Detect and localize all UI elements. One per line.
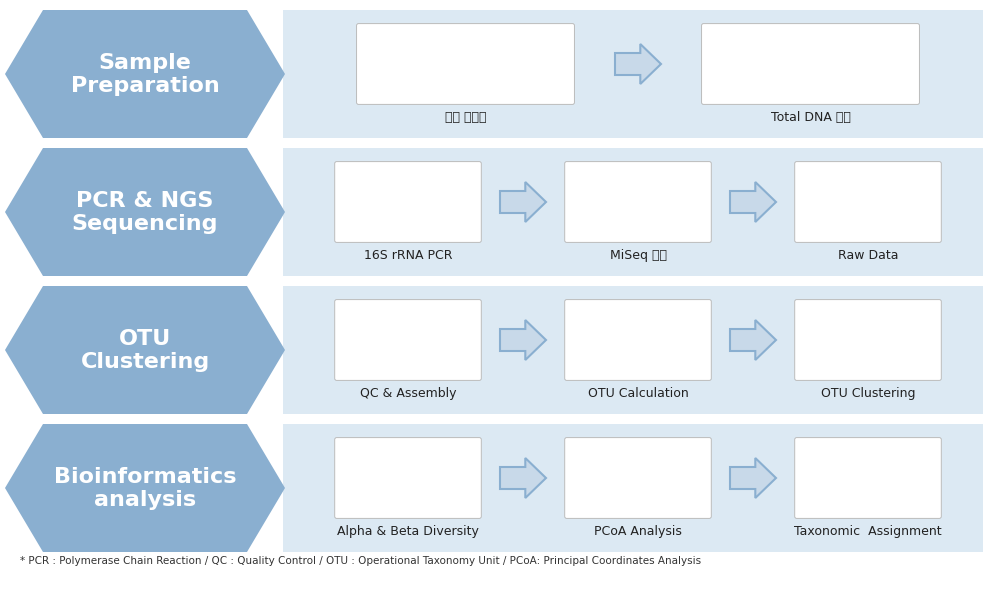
FancyBboxPatch shape [565, 299, 711, 381]
Text: PCR & NGS: PCR & NGS [76, 191, 213, 211]
Polygon shape [5, 148, 285, 276]
Text: Sequencing: Sequencing [72, 214, 218, 234]
Text: QC & Assembly: QC & Assembly [360, 387, 456, 400]
Polygon shape [730, 320, 776, 360]
FancyBboxPatch shape [794, 162, 942, 243]
FancyBboxPatch shape [565, 437, 711, 518]
Text: Bioinformatics: Bioinformatics [53, 467, 236, 487]
Text: analysis: analysis [94, 490, 196, 510]
Polygon shape [500, 182, 546, 222]
FancyBboxPatch shape [283, 148, 983, 276]
FancyBboxPatch shape [357, 24, 574, 105]
Text: OTU: OTU [119, 329, 171, 349]
FancyBboxPatch shape [794, 299, 942, 381]
Text: OTU Clustering: OTU Clustering [821, 387, 915, 400]
Text: Taxonomic  Assignment: Taxonomic Assignment [794, 525, 942, 538]
Text: Sample: Sample [99, 53, 192, 73]
Polygon shape [5, 10, 285, 138]
Text: PCoA Analysis: PCoA Analysis [594, 525, 682, 538]
Polygon shape [500, 320, 546, 360]
Polygon shape [730, 182, 776, 222]
Text: Raw Data: Raw Data [838, 249, 898, 262]
FancyBboxPatch shape [283, 424, 983, 552]
FancyBboxPatch shape [565, 162, 711, 243]
Text: OTU Calculation: OTU Calculation [588, 387, 689, 400]
Text: Preparation: Preparation [70, 76, 219, 96]
Text: MiSeq 분석: MiSeq 분석 [610, 249, 667, 262]
FancyBboxPatch shape [283, 10, 983, 138]
Polygon shape [615, 44, 661, 84]
FancyBboxPatch shape [701, 24, 920, 105]
Text: Alpha & Beta Diversity: Alpha & Beta Diversity [337, 525, 479, 538]
Text: * PCR : Polymerase Chain Reaction / QC : Quality Control / OTU : Operational Tax: * PCR : Polymerase Chain Reaction / QC :… [20, 556, 701, 566]
Text: Clustering: Clustering [80, 352, 209, 372]
FancyBboxPatch shape [794, 437, 942, 518]
FancyBboxPatch shape [335, 162, 481, 243]
Polygon shape [730, 458, 776, 498]
Polygon shape [500, 458, 546, 498]
Polygon shape [5, 424, 285, 552]
FancyBboxPatch shape [283, 286, 983, 414]
Text: 16S rRNA PCR: 16S rRNA PCR [364, 249, 453, 262]
Text: Total DNA 추출: Total DNA 추출 [771, 111, 851, 124]
Polygon shape [5, 286, 285, 414]
FancyBboxPatch shape [335, 437, 481, 518]
FancyBboxPatch shape [335, 299, 481, 381]
Text: 식품 샘플링: 식품 샘플링 [445, 111, 486, 124]
